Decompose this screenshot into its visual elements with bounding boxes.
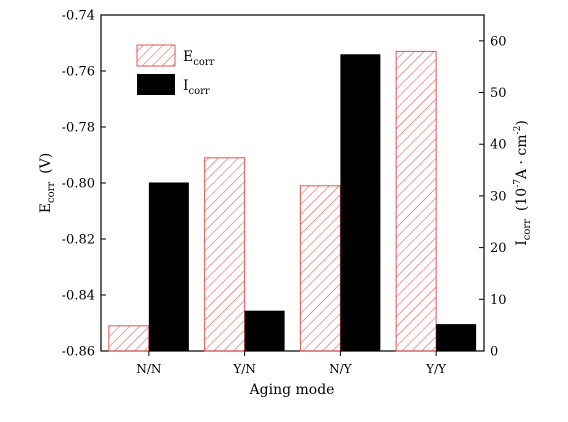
ticks-layer: N/N Y/N N/Y Y/Y -0.74 -0.76 -0.78 -0.80 -0.82 -0.… <box>62 9 507 377</box>
legend-swatch-icorr <box>137 74 175 95</box>
y-right-title-unit-mid: A · cm <box>514 134 530 180</box>
bar-icorr-y-y <box>436 324 477 351</box>
y-left-tick-label: -0.74 <box>62 9 95 24</box>
y-right-tick-label: 20 <box>490 241 507 256</box>
y-right-axis-title: Icorr (10-7A · cm-2) <box>513 120 533 246</box>
legend: Ecorr Icorr <box>136 44 215 97</box>
y-left-tick-label: -0.86 <box>62 345 95 360</box>
x-axis-title: Aging mode <box>249 382 335 398</box>
bar-ecorr-y-n <box>204 157 246 352</box>
bar-ecorr-y-y <box>395 50 437 352</box>
y-left-tick-label: -0.78 <box>62 121 95 136</box>
y-right-title-main: I <box>514 240 530 246</box>
legend-label-icorr: Icorr <box>183 78 210 97</box>
y-right-tick-label: 0 <box>490 345 498 360</box>
y-right-tick-label: 30 <box>490 189 507 204</box>
y-right-tick-label: 40 <box>490 138 507 153</box>
y-right-title-exp1: -7 <box>513 179 523 188</box>
bar-ecorr-n-y <box>299 185 341 352</box>
bars-layer <box>108 50 477 352</box>
x-tick-label: Y/N <box>232 362 255 376</box>
bar-icorr-n-n <box>148 182 189 351</box>
y-right-tick-label: 10 <box>490 293 507 308</box>
y-left-title-main: E <box>38 203 54 213</box>
x-tick-label: Y/Y <box>425 362 447 376</box>
y-left-tick-label: -0.84 <box>62 289 95 304</box>
x-tick-label: N/Y <box>329 362 353 376</box>
y-right-title-exp2: -2 <box>513 126 523 135</box>
bar-icorr-y-n <box>244 310 285 351</box>
y-left-title-sub: corr <box>46 182 57 203</box>
y-right-title-unit-post: ) <box>514 120 530 125</box>
y-left-axis-title: Ecorr (V) <box>38 153 57 213</box>
y-right-title-sub: corr <box>522 219 533 240</box>
legend-swatch-ecorr <box>136 44 176 67</box>
y-left-title-unit: (V) <box>38 153 54 174</box>
x-tick-label: N/N <box>136 362 161 376</box>
bar-ecorr-n-n <box>108 325 150 352</box>
y-right-title-unit-pre: (10 <box>514 188 530 211</box>
y-left-tick-label: -0.76 <box>62 65 95 80</box>
y-right-tick-label: 50 <box>490 86 507 101</box>
y-right-tick-label: 60 <box>490 34 507 49</box>
y-left-tick-label: -0.80 <box>62 177 95 192</box>
legend-label-ecorr: Ecorr <box>183 49 215 68</box>
bar-icorr-n-y <box>340 54 381 351</box>
y-left-tick-label: -0.82 <box>62 233 95 248</box>
